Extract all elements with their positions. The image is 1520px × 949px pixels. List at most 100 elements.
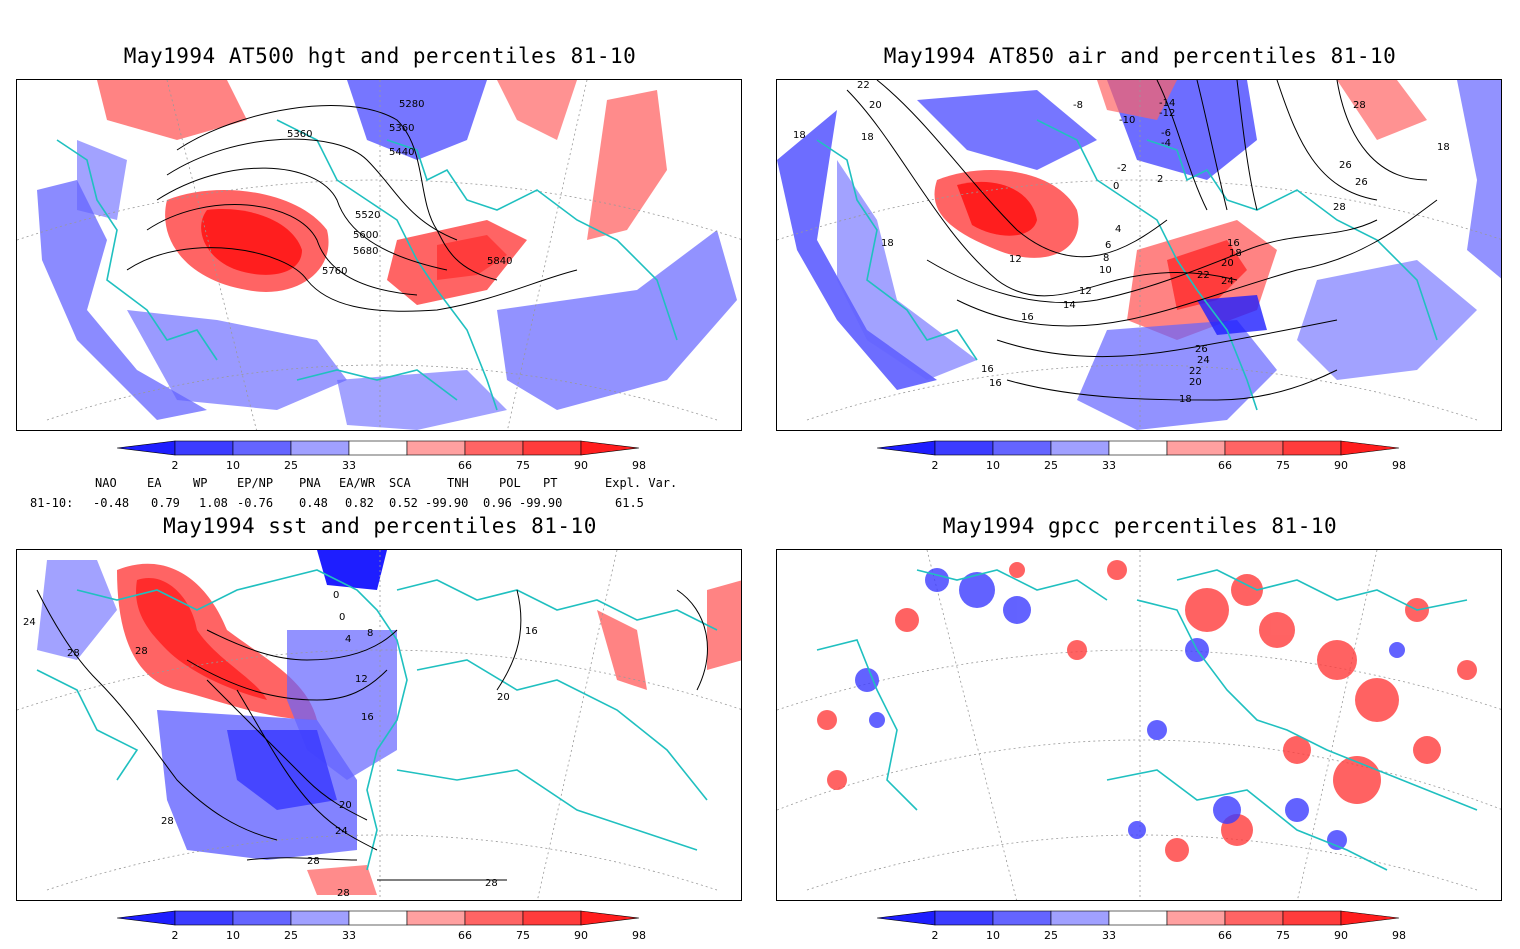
contour-label-air: 12: [1009, 254, 1022, 265]
contour-label-air: 18: [1179, 394, 1192, 405]
colorbar-tick-label: 25: [1044, 459, 1058, 472]
colorbar-tick-label: 10: [986, 929, 1000, 942]
contour-label-sst: 16: [361, 712, 374, 723]
index-header-explvar: Expl. Var.: [605, 476, 678, 490]
contour-label-air: -2: [1117, 163, 1127, 174]
contour-label-sst: 28: [135, 646, 148, 657]
colorbar-segment: [934, 440, 994, 456]
index-value-pna: 0.48: [299, 496, 328, 510]
colorbar-tick-label: 98: [632, 929, 646, 942]
contour-label-hgt: 5600: [353, 230, 378, 241]
contour-label-air: 26: [1195, 344, 1208, 355]
contour-label-air: 2: [1157, 174, 1163, 185]
colorbar-gpcc: 2 10 25 33 66 75 90 98: [877, 909, 1437, 949]
colorbar-segment: [1282, 440, 1342, 456]
colorbar-tick-label: 25: [1044, 929, 1058, 942]
contour-label-air: 18: [881, 238, 894, 249]
index-value-explvar: 61.5: [615, 496, 644, 510]
colorbar-arrow-high: [1340, 440, 1400, 456]
colorbar-tick-label: 2: [172, 459, 179, 472]
teleconnection-index-table: NAO EA WP EP/NP PNA EA/WR SCA TNH POL PT…: [0, 476, 760, 512]
colorbar-segment: [1050, 910, 1110, 926]
colorbar-tick-label: 75: [1276, 459, 1290, 472]
colorbar-segment: [406, 440, 466, 456]
colorbar-segment: [1166, 910, 1226, 926]
colorbar-hgt500: 2 10 25 33 66 75 90 98: [117, 439, 677, 479]
contour-label-air: 16: [1227, 238, 1240, 249]
contour-label-air: 22: [1189, 366, 1202, 377]
colorbar-segment: [522, 910, 582, 926]
contour-label-sst: 28: [161, 816, 174, 827]
colorbar-tick-label: 25: [284, 929, 298, 942]
contour-label-air: -12: [1159, 108, 1175, 119]
index-header-sca: SCA: [389, 476, 411, 490]
contour-label-sst: 28: [67, 648, 80, 659]
contour-label-air: 24: [1197, 355, 1210, 366]
contour-label-air: 18: [861, 132, 874, 143]
contour-label-sst: 28: [307, 856, 320, 867]
contour-label-sst: 12: [355, 674, 368, 685]
colorbar-arrow-high: [580, 440, 640, 456]
colorbar-tick-label: 90: [574, 459, 588, 472]
colorbar-segment: [1108, 910, 1168, 926]
contour-label-sst: 24: [23, 617, 36, 628]
contour-label-air: 20: [1221, 258, 1234, 269]
index-value-pol: 0.96: [483, 496, 512, 510]
contour-label-air: -10: [1119, 115, 1135, 126]
map-panel-air850: 22 20 18 18 -8 -14 -12 -10 -6 -4 -2 0 2 …: [776, 79, 1502, 431]
panel-title-sst: May1994 sst and percentiles 81-10: [163, 514, 597, 538]
contour-label-air: 14: [1063, 300, 1076, 311]
colorbar-segment: [992, 440, 1052, 456]
colorbar-tick-label: 66: [458, 459, 472, 472]
colorbar-tick-label: 75: [1276, 929, 1290, 942]
index-value-wp: 1.08: [199, 496, 228, 510]
colorbar-tick-label: 66: [1218, 929, 1232, 942]
index-value-nao: -0.48: [93, 496, 130, 510]
index-header-pna: PNA: [299, 476, 321, 490]
contour-label-air: 20: [1189, 377, 1202, 388]
contour-label-air: 26: [1355, 177, 1368, 188]
colorbar-arrow-low: [877, 910, 936, 926]
colorbar-segment: [1166, 440, 1226, 456]
index-value-sca: 0.52: [389, 496, 418, 510]
contour-label-air: 16: [989, 378, 1002, 389]
colorbar-segment: [406, 910, 466, 926]
colorbar-segment: [348, 440, 408, 456]
colorbar-tick-label: 2: [172, 929, 179, 942]
contour-label-air: 8: [1103, 253, 1109, 264]
index-header-epnp: EP/NP: [237, 476, 274, 490]
contour-label-air: 26: [1339, 160, 1352, 171]
colorbar-air850: 2 10 25 33 66 75 90 98: [877, 439, 1437, 479]
contour-label-hgt: 5760: [322, 266, 347, 277]
contour-label-air: 22: [1197, 270, 1210, 281]
contour-label-sst: 8: [367, 628, 373, 639]
colorbar-segment: [464, 440, 524, 456]
contour-label-sst: 20: [497, 692, 510, 703]
contour-label-air: 0: [1113, 181, 1119, 192]
colorbar-tick-label: 98: [632, 459, 646, 472]
colorbar-segment: [348, 910, 408, 926]
colorbar-tick-label: 75: [516, 929, 530, 942]
contour-label-air: 18: [1229, 248, 1242, 259]
contour-label-sst: 28: [337, 888, 350, 899]
colorbar-arrow-low: [877, 440, 936, 456]
contour-label-air: -6: [1161, 128, 1171, 139]
index-value-epnp: -0.76: [237, 496, 274, 510]
colorbar-tick-label: 33: [342, 459, 356, 472]
contour-label-hgt: 5840: [487, 256, 512, 267]
contour-label-hgt: 5280: [399, 99, 424, 110]
contour-label-sst: 4: [345, 634, 351, 645]
index-header-tnh: TNH: [447, 476, 469, 490]
colorbar-segment: [934, 910, 994, 926]
contour-label-air: 16: [981, 364, 994, 375]
contour-label-air: -8: [1073, 100, 1083, 111]
index-row-label: 81-10:: [30, 496, 74, 510]
panel-title-air850: May1994 AT850 air and percentiles 81-10: [883, 44, 1397, 68]
contour-label-air: -4: [1161, 138, 1171, 149]
contour-label-sst: 0: [339, 612, 345, 623]
colorbar-segment: [522, 440, 582, 456]
colorbar-tick-label: 10: [986, 459, 1000, 472]
contour-label-hgt: 5360: [287, 129, 312, 140]
colorbar-segment: [992, 910, 1052, 926]
contour-label-sst: 16: [525, 626, 538, 637]
